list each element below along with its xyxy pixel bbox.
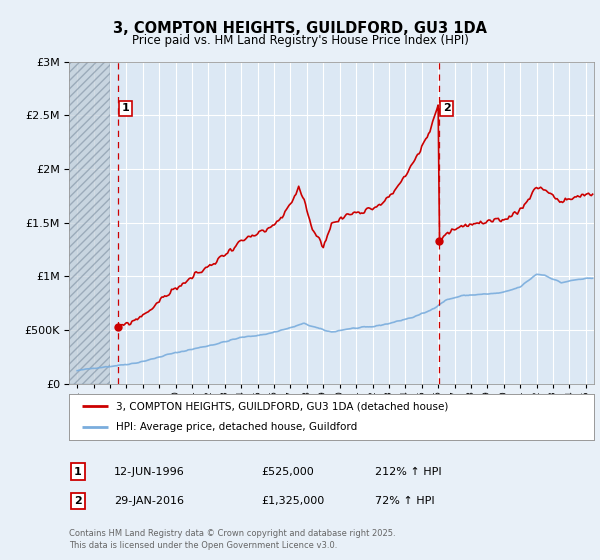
Text: 29-JAN-2016: 29-JAN-2016	[114, 496, 184, 506]
Text: 2: 2	[74, 496, 82, 506]
Text: 212% ↑ HPI: 212% ↑ HPI	[375, 466, 442, 477]
Text: Contains HM Land Registry data © Crown copyright and database right 2025.
This d: Contains HM Land Registry data © Crown c…	[69, 529, 395, 550]
Text: £1,325,000: £1,325,000	[261, 496, 324, 506]
Text: 3, COMPTON HEIGHTS, GUILDFORD, GU3 1DA (detached house): 3, COMPTON HEIGHTS, GUILDFORD, GU3 1DA (…	[116, 401, 449, 411]
Text: Price paid vs. HM Land Registry's House Price Index (HPI): Price paid vs. HM Land Registry's House …	[131, 34, 469, 46]
Text: 1: 1	[121, 103, 129, 113]
Text: HPI: Average price, detached house, Guildford: HPI: Average price, detached house, Guil…	[116, 422, 358, 432]
Text: 2: 2	[443, 103, 451, 113]
Text: 12-JUN-1996: 12-JUN-1996	[114, 466, 185, 477]
Text: £525,000: £525,000	[261, 466, 314, 477]
Text: 72% ↑ HPI: 72% ↑ HPI	[375, 496, 434, 506]
Text: 3, COMPTON HEIGHTS, GUILDFORD, GU3 1DA: 3, COMPTON HEIGHTS, GUILDFORD, GU3 1DA	[113, 21, 487, 36]
Text: 1: 1	[74, 466, 82, 477]
Bar	[69, 62, 110, 384]
